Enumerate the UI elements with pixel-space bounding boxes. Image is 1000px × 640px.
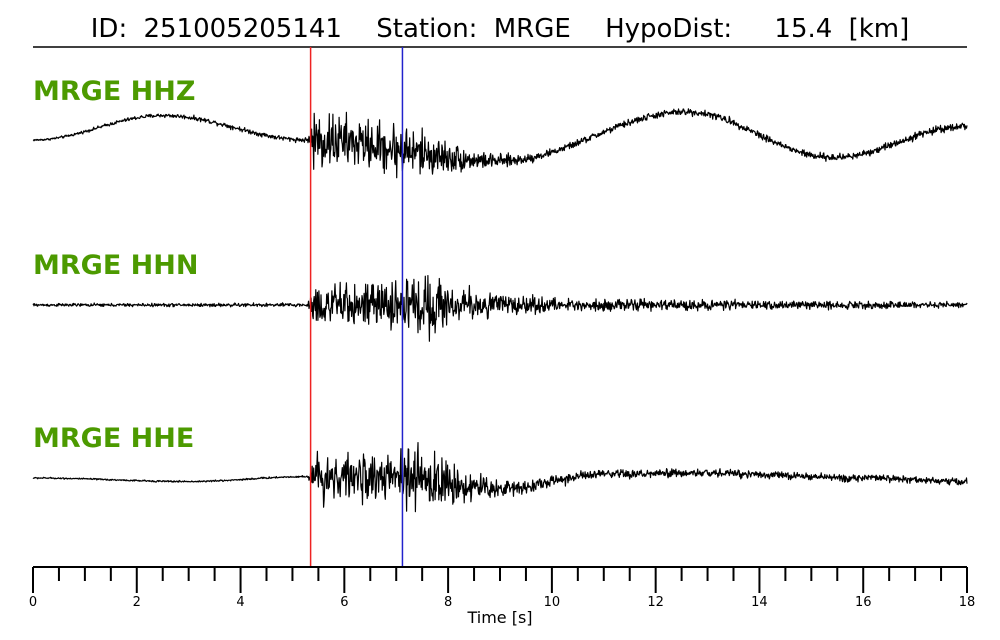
x-tick-label: 4 [236, 595, 244, 610]
x-tick-label: 14 [751, 595, 768, 610]
x-axis-label: Time [s] [466, 608, 532, 627]
waveform-mrge-hhe [32, 442, 968, 513]
title-hypodist-unit: [km] [849, 14, 910, 44]
phase-pick-lines [309, 47, 404, 567]
channel-label-hhn: MRGE HHN [33, 250, 198, 281]
channel-label-hhz: MRGE HHZ [33, 76, 195, 107]
x-tick-label: 18 [959, 595, 976, 610]
x-tick-label: 2 [133, 595, 141, 610]
waveform-mrge-hhz [32, 108, 968, 179]
title-station-label: Station: [376, 14, 477, 44]
x-tick-label: 8 [444, 595, 452, 610]
title-hypodist-label: HypoDist: [605, 14, 732, 44]
x-tick-label: 16 [855, 595, 872, 610]
title-hypodist-value: 15.4 [774, 14, 832, 44]
time-axis: 0 2 4 6 8 10 12 14 16 18 [29, 566, 976, 610]
waveform-traces [32, 108, 968, 513]
title-id-label: ID: [91, 14, 127, 44]
plot-title: ID: 251005205141 Station: MRGE HypoDist:… [91, 14, 910, 44]
x-tick-label: 6 [340, 595, 348, 610]
x-tick-label: 0 [29, 595, 37, 610]
title-id-value: 251005205141 [143, 14, 342, 44]
title-station-value: MRGE [494, 14, 571, 44]
channel-label-hhe: MRGE HHE [33, 423, 194, 454]
x-tick-label: 12 [647, 595, 664, 610]
waveform-mrge-hhn [32, 275, 968, 342]
x-tick-label: 10 [544, 595, 561, 610]
